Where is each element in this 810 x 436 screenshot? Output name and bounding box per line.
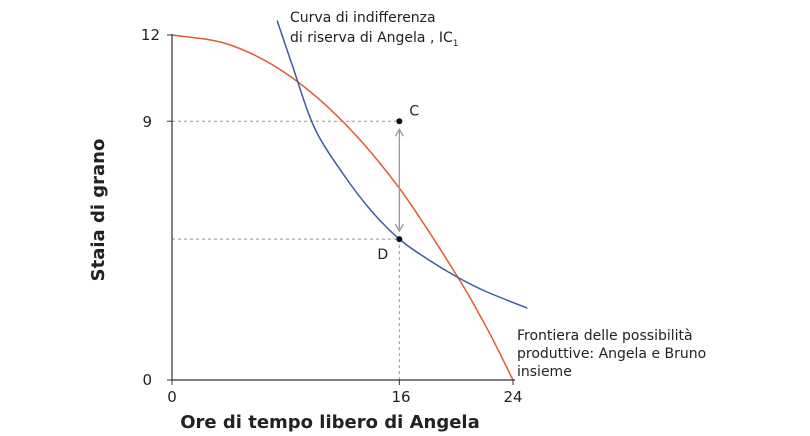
guide-lines <box>172 120 400 380</box>
y-tick-label-0: 0 <box>142 371 152 389</box>
point-label-d: D <box>377 247 388 263</box>
x-tick-label-16: 16 <box>391 388 410 406</box>
ic-annotation-subscript: 1 <box>453 39 459 49</box>
x-axis-title: Ore di tempo libero di Angela <box>180 412 479 433</box>
points: CD <box>377 103 419 263</box>
ic-annotation-main: di riserva di Angela , IC <box>290 30 453 46</box>
y-axis-title: Staia di grano <box>88 139 109 282</box>
indifference-curve <box>276 20 528 309</box>
curves <box>171 20 528 381</box>
x-tick-label-0: 0 <box>167 388 177 406</box>
ppf-annotation-line1: Frontiera delle possibilità <box>517 328 693 344</box>
ppf-curve <box>171 34 514 381</box>
y-tick-label-9: 9 <box>142 113 152 131</box>
arrow-head-down <box>394 223 404 233</box>
x-tick-label-24: 24 <box>503 388 522 406</box>
ticks <box>167 34 514 385</box>
y-tick-label-12: 12 <box>141 26 160 44</box>
ic-annotation-line1: Curva di indifferenza <box>290 10 436 26</box>
point-c <box>396 118 403 125</box>
arrow-head-up <box>394 127 404 137</box>
ppf-annotation-line2: produttive: Angela e Bruno <box>517 346 706 362</box>
ppf-annotation-line3: insieme <box>517 364 572 380</box>
ic-annotation-line2: di riserva di Angela , IC1 <box>290 30 458 49</box>
c-to-d-arrow <box>394 127 404 233</box>
point-label-c: C <box>409 103 419 119</box>
point-d <box>396 236 403 243</box>
